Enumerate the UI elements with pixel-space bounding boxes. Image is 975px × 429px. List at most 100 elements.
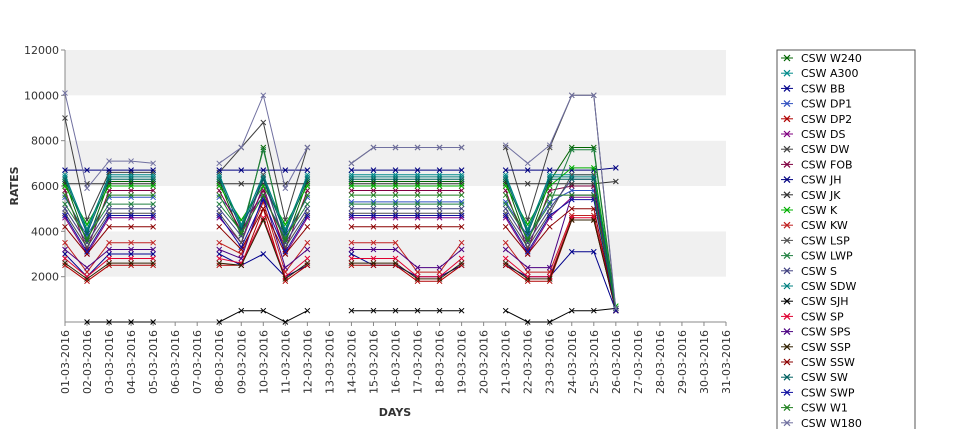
data-point <box>260 174 267 180</box>
data-point <box>392 239 399 246</box>
data-point <box>392 201 399 207</box>
data-point <box>590 192 597 198</box>
data-point <box>84 185 90 192</box>
data-point <box>458 214 465 221</box>
data-point <box>502 144 509 151</box>
data-point <box>524 276 531 282</box>
data-point <box>568 212 575 219</box>
data-point <box>414 269 421 275</box>
data-point <box>106 223 112 230</box>
legend-item: CSW DS <box>781 128 846 141</box>
data-point <box>282 278 289 285</box>
data-point <box>392 260 399 266</box>
legend-label: CSW SW <box>801 371 848 384</box>
data-point <box>260 176 267 183</box>
grid-band <box>65 50 726 96</box>
data-point <box>502 192 509 198</box>
data-point <box>150 187 156 194</box>
data-point <box>62 171 68 178</box>
data-point <box>546 167 553 173</box>
data-point <box>282 248 289 255</box>
data-point <box>436 214 443 221</box>
data-point <box>128 183 134 189</box>
data-point <box>502 167 509 173</box>
data-point <box>612 305 619 312</box>
data-point <box>546 319 553 325</box>
data-point <box>282 237 289 244</box>
data-point <box>546 192 553 198</box>
data-point <box>216 176 223 183</box>
data-point <box>546 212 553 219</box>
data-point <box>62 246 68 253</box>
legend-label: CSW DP2 <box>801 113 852 126</box>
legend-label: CSW DW <box>801 143 850 156</box>
x-tick-label: 12-03-2016 <box>301 330 314 394</box>
data-point <box>502 171 509 178</box>
data-point <box>348 262 355 269</box>
data-point <box>414 210 421 217</box>
data-point <box>348 160 355 167</box>
data-point <box>304 192 311 198</box>
legend-item: CSW K <box>781 204 838 217</box>
legend-label: CSW W240 <box>801 52 862 65</box>
data-point <box>370 187 377 194</box>
data-point <box>238 180 245 187</box>
data-point <box>568 248 575 255</box>
data-point <box>414 278 421 285</box>
data-point <box>436 264 443 271</box>
data-point <box>612 165 619 171</box>
x-tick-label: 06-03-2016 <box>169 330 182 394</box>
data-point <box>260 192 267 198</box>
data-point <box>216 174 223 180</box>
y-axis-ticks: 2000 4000 6000 8000 10000 12000 <box>24 44 65 284</box>
data-point <box>260 146 267 153</box>
data-point <box>568 205 575 212</box>
x-tick-label: 01-03-2016 <box>59 330 72 394</box>
data-point <box>282 239 289 246</box>
data-point <box>260 171 267 178</box>
data-point <box>106 158 112 164</box>
data-point <box>150 223 156 230</box>
data-point <box>414 307 421 314</box>
data-point <box>62 176 68 183</box>
data-point <box>348 180 355 187</box>
data-point <box>590 144 597 151</box>
data-point <box>238 262 245 269</box>
series-22 <box>62 176 619 312</box>
data-point <box>458 192 465 198</box>
data-point <box>370 180 377 187</box>
data-point <box>216 205 223 212</box>
legend-label: CSW W180 <box>801 417 862 429</box>
x-axis-title: DAYS <box>379 406 412 419</box>
data-point <box>128 180 134 187</box>
data-point <box>568 196 575 203</box>
data-point <box>436 212 443 219</box>
data-point <box>458 246 465 253</box>
data-point <box>216 239 223 246</box>
data-point <box>414 171 421 178</box>
data-point <box>348 212 355 219</box>
data-point <box>84 319 90 325</box>
legend-item: CSW KW <box>781 219 848 232</box>
data-point <box>524 246 531 253</box>
data-point <box>150 210 156 217</box>
data-point <box>436 205 443 212</box>
series-layer <box>62 90 619 325</box>
data-point <box>150 192 156 198</box>
data-point <box>238 246 245 253</box>
data-point <box>348 174 355 180</box>
legend-item: CSW SP <box>781 310 844 323</box>
series-23 <box>62 196 619 314</box>
data-point <box>128 158 134 164</box>
legend-label: CSW LWP <box>801 250 853 263</box>
data-point <box>370 199 377 205</box>
data-point <box>150 176 156 183</box>
data-point <box>84 276 90 282</box>
data-point <box>370 171 377 178</box>
data-point <box>304 205 311 212</box>
grid-band <box>65 95 726 141</box>
data-point <box>568 217 575 223</box>
data-point <box>524 278 531 285</box>
data-point <box>502 260 509 266</box>
data-point <box>150 214 156 221</box>
